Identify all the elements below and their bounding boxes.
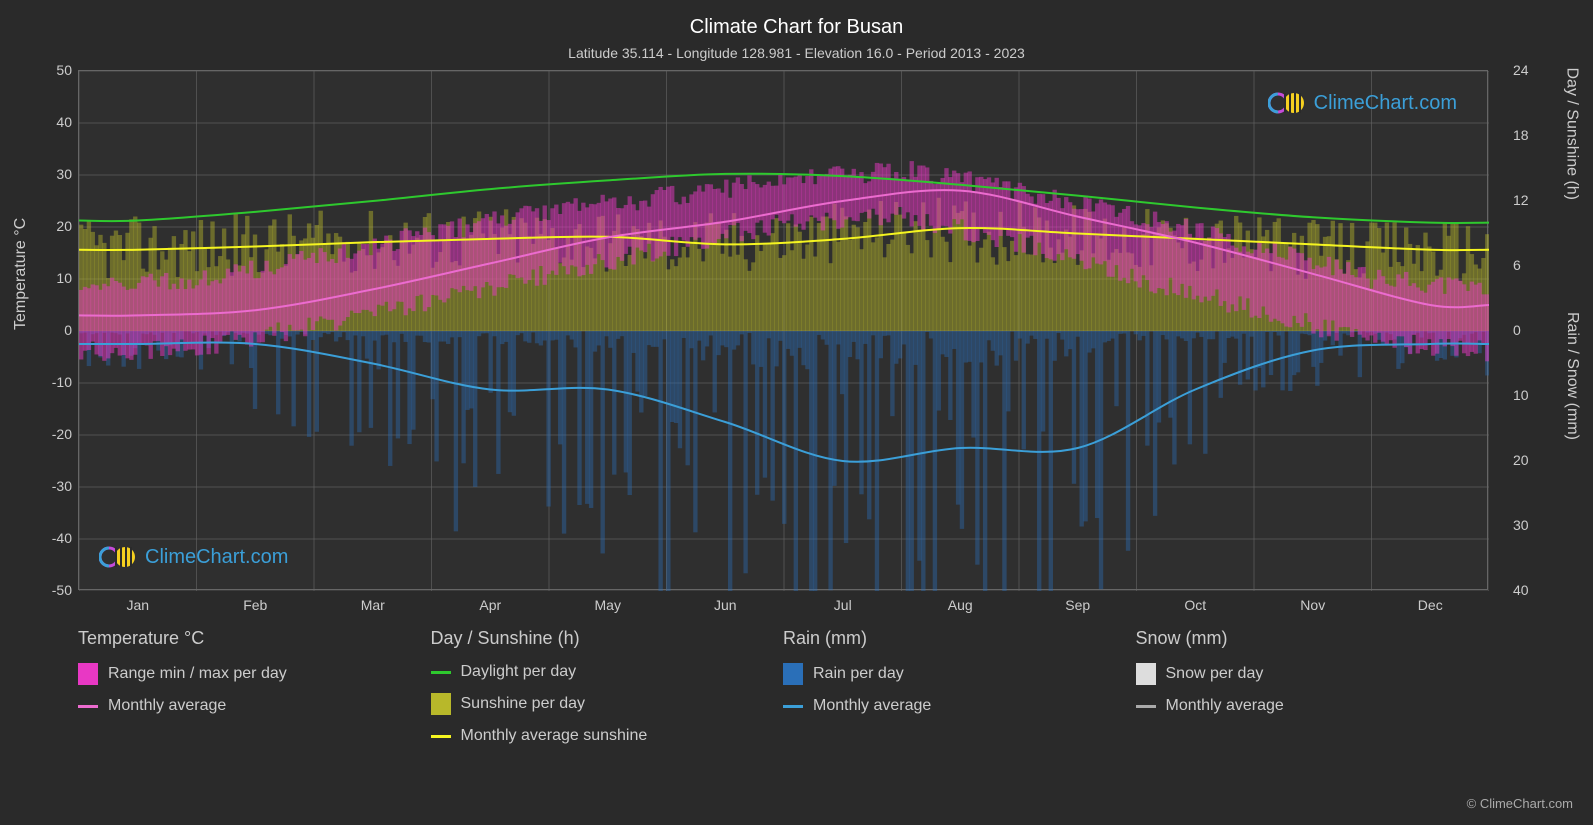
plot-area: JanFebMarAprMayJunJulAugSepOctNovDec Cli… xyxy=(78,70,1488,590)
legend-item: Rain per day xyxy=(783,663,1136,685)
y-tick-left: 40 xyxy=(42,114,72,130)
y-tick-left: -50 xyxy=(42,582,72,598)
legend-column-title: Temperature °C xyxy=(78,628,431,649)
x-tick-month: Dec xyxy=(1418,597,1443,613)
copyright-text: © ClimeChart.com xyxy=(1467,796,1573,811)
legend-swatch xyxy=(431,735,451,738)
climate-chart-container: Climate Chart for Busan Latitude 35.114 … xyxy=(0,0,1593,825)
chart-title: Climate Chart for Busan xyxy=(0,0,1593,39)
y-tick-left: -40 xyxy=(42,530,72,546)
y-tick-left: 0 xyxy=(42,322,72,338)
y-tick-left: -30 xyxy=(42,478,72,494)
legend-label: Range min / max per day xyxy=(108,665,287,683)
y-tick-right: 30 xyxy=(1513,517,1543,533)
y-tick-right: 6 xyxy=(1513,257,1543,273)
x-tick-month: Jul xyxy=(834,597,852,613)
x-tick-month: Jun xyxy=(714,597,737,613)
x-tick-month: Aug xyxy=(948,597,973,613)
legend-item: Monthly average xyxy=(783,697,1136,715)
y-tick-left: 20 xyxy=(42,218,72,234)
y-tick-right: 12 xyxy=(1513,192,1543,208)
legend-item: Monthly average sunshine xyxy=(431,727,784,745)
y-tick-right: 40 xyxy=(1513,582,1543,598)
legend-item: Sunshine per day xyxy=(431,693,784,715)
watermark-bottom: ClimeChart.com xyxy=(99,545,288,569)
y-tick-right: 0 xyxy=(1513,322,1543,338)
legend-item: Range min / max per day xyxy=(78,663,431,685)
y-tick-left: -10 xyxy=(42,374,72,390)
watermark-text: ClimeChart.com xyxy=(145,546,288,569)
legend-column: Rain (mm) Rain per day Monthly average xyxy=(783,628,1136,757)
legend-label: Monthly average xyxy=(1166,697,1284,715)
y-tick-right: 10 xyxy=(1513,387,1543,403)
legend-label: Monthly average xyxy=(108,697,226,715)
legend-column-title: Day / Sunshine (h) xyxy=(431,628,784,649)
y-tick-left: 30 xyxy=(42,166,72,182)
logo-icon xyxy=(1268,91,1308,115)
y-axis-right-top-label: Day / Sunshine (h) xyxy=(1563,67,1581,200)
legend-swatch xyxy=(1136,663,1156,685)
x-tick-month: Nov xyxy=(1300,597,1325,613)
legend-label: Monthly average sunshine xyxy=(461,727,648,745)
legend-column: Temperature °C Range min / max per day Mon… xyxy=(78,628,431,757)
legend-column-title: Rain (mm) xyxy=(783,628,1136,649)
watermark-text: ClimeChart.com xyxy=(1314,92,1457,115)
legend-column: Snow (mm) Snow per day Monthly average xyxy=(1136,628,1489,757)
chart-legend: Temperature °C Range min / max per day Mon… xyxy=(78,628,1488,757)
logo-icon xyxy=(99,545,139,569)
legend-swatch xyxy=(783,663,803,685)
legend-swatch xyxy=(78,663,98,685)
x-tick-month: Mar xyxy=(361,597,385,613)
y-axis-right-bottom-label: Rain / Snow (mm) xyxy=(1563,312,1581,440)
legend-label: Rain per day xyxy=(813,665,904,683)
legend-label: Sunshine per day xyxy=(461,695,586,713)
legend-swatch xyxy=(1136,705,1156,708)
chart-svg xyxy=(79,71,1489,591)
legend-label: Monthly average xyxy=(813,697,931,715)
legend-item: Monthly average xyxy=(1136,697,1489,715)
chart-subtitle: Latitude 35.114 - Longitude 128.981 - El… xyxy=(0,39,1593,61)
x-tick-month: Jan xyxy=(126,597,149,613)
legend-item: Monthly average xyxy=(78,697,431,715)
legend-label: Daylight per day xyxy=(461,663,577,681)
legend-label: Snow per day xyxy=(1166,665,1264,683)
x-tick-month: Oct xyxy=(1184,597,1206,613)
legend-swatch xyxy=(431,693,451,715)
y-tick-left: -20 xyxy=(42,426,72,442)
y-tick-right: 18 xyxy=(1513,127,1543,143)
x-tick-month: Apr xyxy=(479,597,501,613)
y-tick-right: 20 xyxy=(1513,452,1543,468)
y-axis-left-label: Temperature °C xyxy=(12,218,30,330)
x-tick-month: Sep xyxy=(1065,597,1090,613)
legend-item: Daylight per day xyxy=(431,663,784,681)
x-tick-month: May xyxy=(595,597,621,613)
legend-swatch xyxy=(783,705,803,708)
legend-swatch xyxy=(431,671,451,674)
y-tick-left: 50 xyxy=(42,62,72,78)
legend-item: Snow per day xyxy=(1136,663,1489,685)
watermark-top: ClimeChart.com xyxy=(1268,91,1457,115)
y-tick-left: 10 xyxy=(42,270,72,286)
y-tick-right: 24 xyxy=(1513,62,1543,78)
legend-column-title: Snow (mm) xyxy=(1136,628,1489,649)
legend-swatch xyxy=(78,705,98,708)
x-tick-month: Feb xyxy=(243,597,267,613)
legend-column: Day / Sunshine (h) Daylight per day Sunshi… xyxy=(431,628,784,757)
